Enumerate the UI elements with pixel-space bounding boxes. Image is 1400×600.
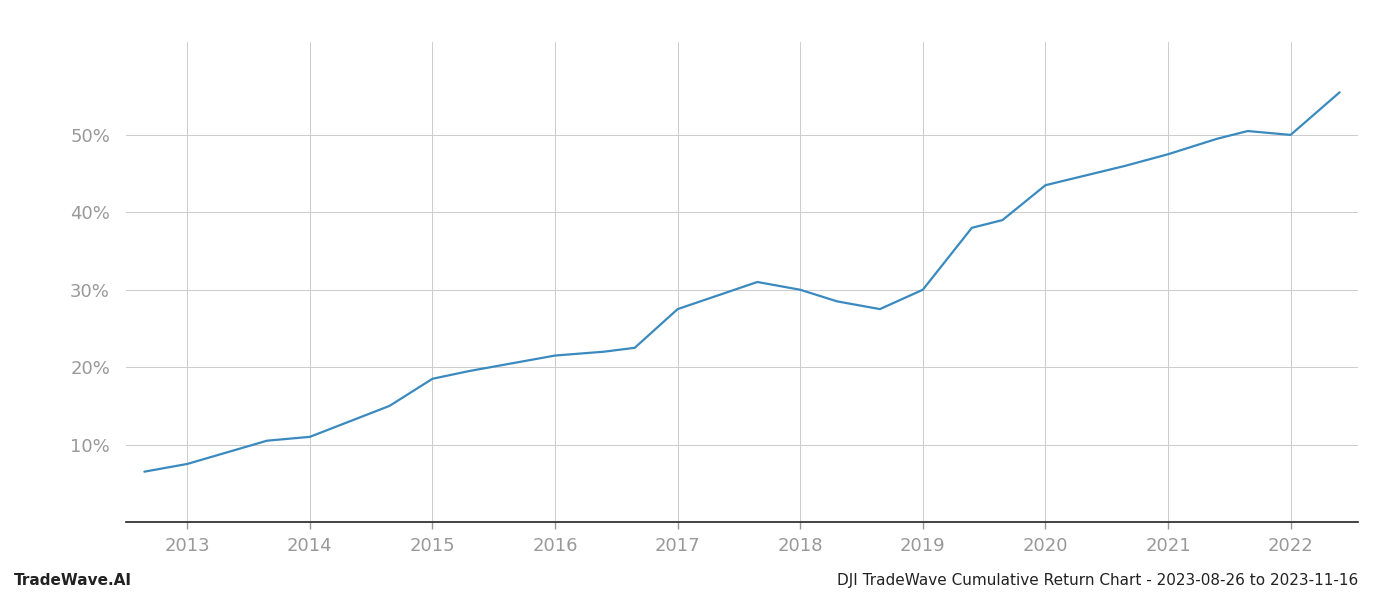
Text: TradeWave.AI: TradeWave.AI (14, 573, 132, 588)
Text: DJI TradeWave Cumulative Return Chart - 2023-08-26 to 2023-11-16: DJI TradeWave Cumulative Return Chart - … (837, 573, 1358, 588)
